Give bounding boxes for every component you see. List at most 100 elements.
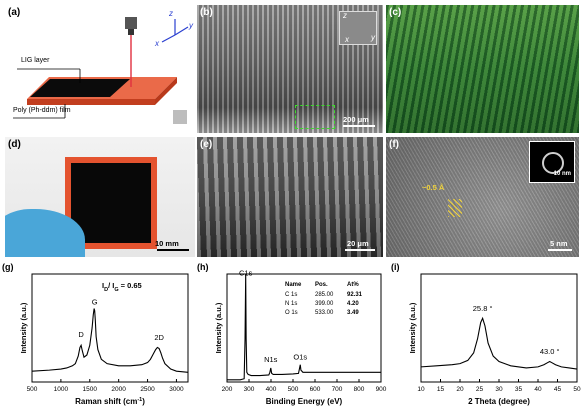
scale-bar-f xyxy=(548,249,572,251)
peak-label: N1s xyxy=(264,355,278,364)
panel-label-i: (i) xyxy=(391,262,400,272)
panel-e-sem-cross-section: (e) 20 μm xyxy=(197,137,383,257)
x-tick-label: 1000 xyxy=(54,386,69,393)
x-tick-label: 40 xyxy=(534,386,542,393)
inset-axis-z-label: z xyxy=(343,11,347,20)
peak-label: D xyxy=(78,330,84,339)
table-cell: O 1s xyxy=(285,310,298,316)
x-tick-label: 300 xyxy=(244,386,255,393)
table-cell: 4.20 xyxy=(347,301,359,307)
x-tick-label: 35 xyxy=(515,386,523,393)
scale-text-b: 200 μm xyxy=(343,115,369,124)
y-axis-label: Intensity (a.u.) xyxy=(19,302,28,353)
x-tick-label: 25 xyxy=(476,386,484,393)
table-cell: 285.00 xyxy=(315,292,334,298)
x-axis-label-end: ) xyxy=(142,397,145,406)
axis-y-label: y xyxy=(189,21,193,30)
x-tick-label: 800 xyxy=(354,386,365,393)
panel-a-schematic: (a) LIG layer Poly (Ph-ddm) film z y x xyxy=(5,5,195,133)
panel-g-raman-chart: 500 1000 1500 2000 2500 3000 Raman shift (cm-1… xyxy=(0,260,195,414)
panel-label-a: (a) xyxy=(8,7,21,18)
laser-nozzle xyxy=(128,29,134,35)
inset-axis-y-label: y xyxy=(371,33,375,42)
zoom-region-box xyxy=(295,105,335,129)
black-lig-square xyxy=(71,163,151,243)
scale-text-d: 10 mm xyxy=(155,239,179,248)
x-tick-label: 30 xyxy=(495,386,503,393)
panel-label-e: (e) xyxy=(200,139,213,150)
peak-label: 2D xyxy=(154,333,164,342)
panel-c-forest-photo: (c) xyxy=(386,5,579,133)
peak-label: C1s xyxy=(239,268,253,277)
x-tick-label: 3000 xyxy=(169,386,184,393)
x-tick-label: 900 xyxy=(376,386,387,393)
diffraction-ring xyxy=(542,152,564,174)
x-tick-label: 500 xyxy=(288,386,299,393)
panel-label-g: (g) xyxy=(2,262,14,272)
x-tick-label: 10 xyxy=(417,386,425,393)
series-line-0 xyxy=(31,308,189,373)
y-axis-label: Intensity (a.u.) xyxy=(408,302,417,353)
lattice-marker xyxy=(448,199,462,217)
panel-label-d: (d) xyxy=(8,139,21,150)
scale-text-f: 5 nm xyxy=(550,239,568,248)
scale-bar-d xyxy=(157,249,189,251)
xrd-svg: 10 15 20 25 30 35 40 45 50 2 Theta (degree) Intens… xyxy=(391,262,581,406)
series-line-0 xyxy=(420,316,578,370)
table-header: At% xyxy=(347,282,359,288)
panel-b-sem-overview: (b) z y x 200 μm xyxy=(197,5,383,133)
x-tick-label: 20 xyxy=(456,386,464,393)
x-tick-label: 600 xyxy=(310,386,321,393)
table-cell: 533.00 xyxy=(315,310,334,316)
peak-label: 43.0 ° xyxy=(540,347,560,356)
x-tick-label: 15 xyxy=(437,386,445,393)
table-header: Pos. xyxy=(315,282,328,288)
sem-inset xyxy=(339,11,377,45)
inset-axis-x-label: x xyxy=(345,35,349,44)
x-tick-label: 500 xyxy=(27,386,38,393)
x-tick-label: 200 xyxy=(222,386,233,393)
panel-label-b: (b) xyxy=(200,7,213,18)
table-header: Name xyxy=(285,282,302,288)
panel-label-f: (f) xyxy=(389,139,399,150)
table-cell: C 1s xyxy=(285,292,297,298)
x-axis-label: Binding Energy (eV) xyxy=(266,397,343,406)
plot-frame xyxy=(31,273,189,383)
scale-bar-e xyxy=(345,249,375,251)
peak-label: G xyxy=(92,298,98,307)
x-tick-label: 50 xyxy=(573,386,581,393)
raman-svg: 500 1000 1500 2000 2500 3000 Raman shift (cm-1… xyxy=(2,262,189,406)
x-tick-label: 400 xyxy=(266,386,277,393)
lattice-spacing-text: ~0.5 Å xyxy=(422,183,445,192)
axis-z-label: z xyxy=(169,9,173,18)
sample-marker xyxy=(173,110,187,124)
x-tick-label: 45 xyxy=(554,386,562,393)
axes-glyph xyxy=(161,19,189,43)
panel-h-xps-chart: 200 300 400 500 600 700 800 900 Binding Energy (… xyxy=(195,260,389,414)
table-cell: N 1s xyxy=(285,301,297,307)
lig-layer-shape xyxy=(30,79,130,97)
panel-label-h: (h) xyxy=(197,262,209,272)
intensity-ratio-text: ID/ IG = 0.65 xyxy=(102,281,142,293)
x-tick-label: 2000 xyxy=(111,386,126,393)
x-axis-label-sup: -1 xyxy=(137,397,142,403)
tem-inset-diffraction xyxy=(529,141,575,183)
peak-label: 25.8 ° xyxy=(473,304,493,313)
lig-layer-label: LIG layer xyxy=(21,57,50,64)
film-side xyxy=(27,99,155,105)
x-axis-label: Raman shift (cm-1) xyxy=(75,397,145,406)
panel-i-xrd-chart: 10 15 20 25 30 35 40 45 50 2 Theta (degree) Intens… xyxy=(389,260,584,414)
film-edge xyxy=(155,77,177,105)
peak-label: O1s xyxy=(293,353,307,362)
film-label: Poly (Ph-ddm) film xyxy=(13,107,71,114)
laser-head xyxy=(125,17,137,29)
table-cell: 3.49 xyxy=(347,310,359,316)
panel-label-c: (c) xyxy=(389,7,402,18)
x-tick-label: 2500 xyxy=(140,386,155,393)
x-axis-label: 2 Theta (degree) xyxy=(468,397,530,406)
schematic-drawing xyxy=(13,17,189,124)
plot-frame xyxy=(226,273,382,383)
series-line-0 xyxy=(227,273,381,381)
panel-f-tem: 10 nm ~0.5 Å (f) 5 nm xyxy=(386,137,579,257)
